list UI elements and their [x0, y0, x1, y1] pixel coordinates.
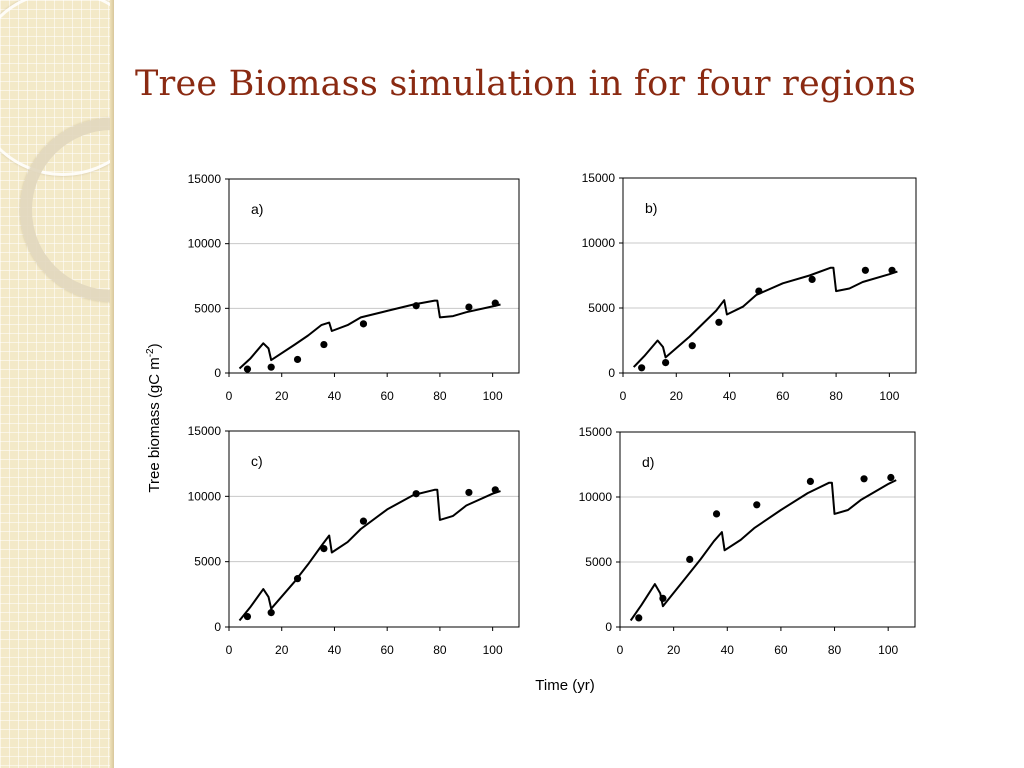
x-tick-label: 60: [776, 389, 790, 403]
y-tick-label: 15000: [188, 172, 222, 186]
panel-label: a): [251, 201, 263, 217]
observed-point: [465, 488, 473, 497]
x-tick-label: 80: [829, 389, 843, 403]
observed-point: [491, 299, 499, 307]
y-tick-label: 10000: [582, 236, 616, 250]
simulated-line: [632, 266, 898, 368]
plot-frame: [619, 431, 916, 628]
observed-point: [715, 318, 723, 326]
observed-point: [243, 612, 252, 621]
x-tick-label: 100: [879, 389, 899, 403]
y-tick-label: 0: [608, 366, 615, 380]
y-tick-label: 0: [605, 620, 612, 634]
y-tick-label: 0: [214, 620, 221, 634]
observed-point: [712, 510, 721, 518]
observed-point: [688, 342, 696, 350]
observed-point: [293, 355, 302, 364]
decorative-sidebar: [0, 0, 114, 768]
x-tick-label: 40: [723, 389, 737, 403]
y-tick-label: 5000: [585, 555, 612, 569]
x-tick-label: 80: [433, 389, 447, 403]
plot-frame: [228, 178, 520, 374]
observed-point: [412, 490, 420, 498]
observed-point: [888, 266, 896, 274]
panel-label: b): [645, 200, 657, 216]
y-tick-label: 10000: [579, 490, 613, 504]
x-tick-label: 0: [620, 389, 627, 403]
y-axis-label: Tree biomass (gC m-2): [145, 343, 163, 492]
observed-point: [887, 473, 895, 482]
x-axis-label: Time (yr): [535, 677, 594, 694]
x-tick-label: 40: [328, 389, 342, 403]
observed-point: [635, 614, 643, 622]
x-tick-label: 80: [433, 643, 447, 657]
y-tick-label: 15000: [582, 171, 616, 185]
observed-point: [320, 340, 328, 349]
x-tick-label: 0: [617, 643, 624, 657]
x-tick-label: 40: [328, 643, 342, 657]
observed-point: [755, 287, 763, 295]
observed-point: [243, 365, 252, 373]
observed-point: [806, 477, 815, 485]
x-tick-label: 20: [670, 389, 684, 403]
panel-label: c): [251, 453, 263, 469]
observed-point: [659, 594, 667, 603]
sidebar-edge: [110, 0, 114, 768]
observed-point: [753, 501, 761, 509]
x-tick-label: 60: [381, 389, 395, 403]
observed-point: [320, 545, 328, 553]
y-tick-label: 10000: [188, 237, 222, 251]
y-tick-label: 0: [214, 366, 221, 380]
simulated-line: [629, 479, 897, 622]
x-tick-label: 60: [381, 643, 395, 657]
y-tick-label: 15000: [579, 425, 613, 439]
x-tick-label: 100: [483, 643, 503, 657]
observed-point: [359, 517, 368, 525]
x-tick-label: 100: [483, 389, 503, 403]
observed-point: [861, 266, 869, 274]
x-tick-label: 0: [226, 389, 233, 403]
observed-point: [267, 609, 275, 617]
simulated-line: [238, 299, 501, 370]
observed-point: [662, 359, 670, 367]
x-tick-label: 100: [878, 643, 898, 657]
x-tick-label: 0: [226, 643, 233, 657]
observed-point: [638, 364, 646, 372]
y-tick-label: 15000: [188, 424, 222, 438]
plot-frame: [622, 177, 917, 374]
x-tick-label: 20: [667, 643, 681, 657]
y-tick-label: 5000: [194, 301, 221, 315]
observed-point: [686, 555, 694, 564]
observed-point: [491, 486, 499, 494]
y-tick-label: 5000: [588, 301, 615, 315]
observed-point: [293, 575, 302, 583]
observed-point: [860, 475, 868, 483]
observed-point: [412, 302, 420, 310]
y-axis-label-superscript: -2: [145, 348, 156, 357]
simulated-line: [238, 488, 501, 622]
x-tick-label: 20: [275, 389, 289, 403]
plot-frame: [228, 430, 520, 628]
y-tick-label: 5000: [194, 555, 221, 569]
panel-label: d): [642, 454, 654, 470]
x-tick-label: 40: [721, 643, 735, 657]
slide-title: Tree Biomass simulation in for four regi…: [135, 64, 917, 104]
observed-point: [359, 320, 368, 328]
observed-point: [808, 275, 816, 283]
y-tick-label: 10000: [188, 489, 222, 503]
observed-point: [267, 363, 275, 371]
x-tick-label: 20: [275, 643, 289, 657]
x-tick-label: 80: [828, 643, 842, 657]
observed-point: [465, 303, 473, 311]
x-tick-label: 60: [774, 643, 788, 657]
